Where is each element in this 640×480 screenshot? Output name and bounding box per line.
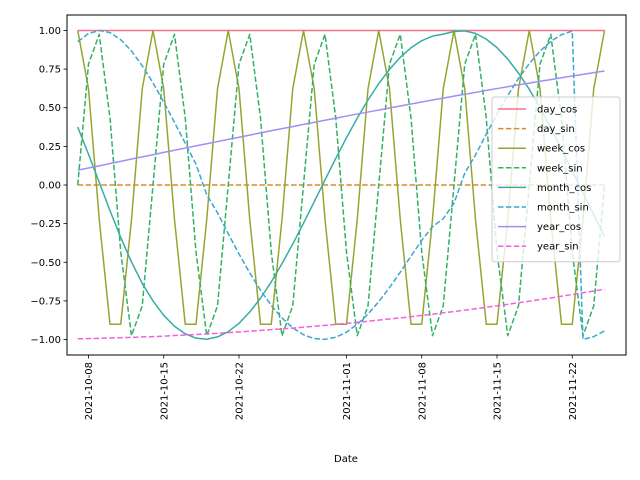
x-tick-label: 2021-10-22	[235, 362, 246, 420]
legend-label-month-cos: month_cos	[537, 183, 591, 194]
y-tick-label: −0.50	[30, 258, 61, 269]
series-line-week-sin	[77, 33, 606, 337]
series-line-month-cos	[77, 30, 606, 340]
y-axis: 1.00 0.75 0.50 0.25 0.00 −0.25 −0.50 −0.75 −1.00	[30, 26, 67, 346]
legend-label-day-cos: day_cos	[537, 105, 577, 116]
y-tick-label: −0.75	[30, 296, 61, 307]
legend-label-year-cos: year_cos	[537, 222, 581, 233]
series-line-month-sin	[77, 29, 605, 341]
x-tick-label: 2021-11-08	[417, 362, 428, 420]
y-tick-label: 1.00	[39, 26, 61, 37]
x-tick-label: 2021-10-15	[159, 362, 170, 420]
y-tick-label: 0.75	[39, 65, 61, 76]
y-tick-label: −0.25	[30, 219, 61, 230]
legend-box	[491, 96, 621, 263]
legend-label-year-sin: year_sin	[537, 242, 579, 253]
legend-label-day-sin: day_sin	[537, 124, 575, 135]
y-tick-label: 0.25	[39, 142, 61, 153]
legend: day_cos day_sin week_cos week_sin month_cosm…	[491, 96, 621, 263]
series-line-year-cos	[77, 70, 605, 171]
y-tick-label: 0.00	[39, 181, 61, 192]
legend-label-month-sin: month_sin	[537, 203, 589, 214]
legend-label-week-sin: week_sin	[537, 163, 583, 174]
y-tick-label: −1.00	[30, 335, 61, 346]
series-line-year-sin	[77, 288, 605, 340]
x-axis-label: Date	[334, 454, 358, 465]
x-tick-label: 2021-11-15	[493, 362, 504, 420]
x-axis: 2021-10-08 2021-10-15 2021-10-22 2021-11-01…	[84, 355, 579, 420]
x-tick-label: 2021-11-22	[568, 362, 579, 420]
legend-label-week-cos: week_cos	[537, 144, 585, 155]
x-tick-label: 2021-10-08	[84, 362, 95, 420]
y-tick-label: 0.50	[39, 103, 61, 114]
x-tick-label: 2021-11-01	[342, 362, 353, 420]
